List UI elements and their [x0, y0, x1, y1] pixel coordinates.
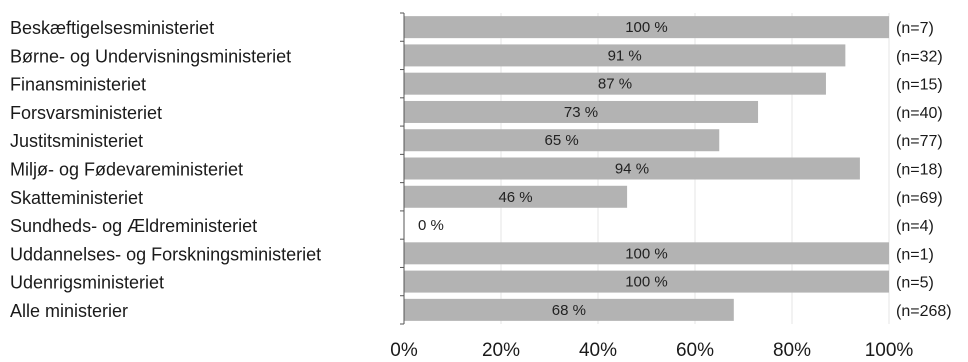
value-label: 65 %: [545, 132, 579, 149]
category-label: Forsvarsministeriet: [10, 103, 162, 123]
category-labels: Beskæftigelsesministeriet Børne- og Under…: [10, 18, 321, 321]
sample-size-label: (n=7): [896, 20, 934, 37]
category-label: Alle ministerier: [10, 301, 128, 321]
value-label: 73 %: [564, 104, 598, 121]
bars: [404, 16, 889, 321]
bar: [404, 242, 889, 265]
x-tick-label: 60%: [676, 340, 714, 361]
bar: [404, 270, 889, 293]
value-label: 100 %: [625, 274, 668, 291]
x-tick-label: 20%: [482, 340, 520, 361]
sample-size-label: (n=69): [896, 190, 943, 207]
bar: [404, 298, 734, 321]
x-tick-label: 100%: [865, 340, 914, 361]
bar: [404, 100, 759, 123]
sample-size-label: (n=77): [896, 133, 943, 150]
value-label: 87 %: [598, 76, 632, 93]
value-label: 100 %: [625, 19, 668, 36]
sample-size-labels: (n=7) (n=32) (n=15) (n=40) (n=77) (n=18) (n=69…: [896, 20, 952, 320]
bar: [404, 129, 720, 152]
bar: [404, 157, 860, 180]
category-label: Udenrigsministeriet: [10, 273, 164, 293]
value-label: 0 %: [418, 217, 444, 234]
x-axis-tick-labels: 0% 20% 40% 60% 80% 100%: [390, 340, 913, 361]
category-label: Sundheds- og Ældreministeriet: [10, 216, 257, 236]
sample-size-label: (n=18): [896, 162, 943, 179]
x-tick-label: 80%: [773, 340, 811, 361]
category-label: Finansministeriet: [10, 75, 146, 95]
category-label: Uddannelses- og Forskningsministeriet: [10, 244, 321, 264]
category-label: Børne- og Undervisningsministeriet: [10, 46, 291, 66]
category-label: Beskæftigelsesministeriet: [10, 18, 214, 38]
value-label: 94 %: [615, 161, 649, 178]
sample-size-label: (n=5): [896, 275, 934, 292]
sample-size-label: (n=4): [896, 218, 934, 235]
x-tick-label: 0%: [390, 340, 418, 361]
value-label: 46 %: [498, 189, 532, 206]
sample-size-label: (n=1): [896, 246, 934, 263]
sample-size-label: (n=32): [896, 48, 943, 65]
bar: [404, 185, 628, 208]
y-axis-line: [400, 12, 405, 325]
value-label: 100 %: [625, 245, 668, 262]
bar: [404, 44, 846, 67]
sample-size-label: (n=15): [896, 77, 943, 94]
category-label: Skatteministeriet: [10, 188, 143, 208]
value-label: 91 %: [608, 47, 642, 64]
sample-size-label: (n=268): [896, 303, 952, 320]
sample-size-label: (n=40): [896, 105, 943, 122]
bar: [404, 16, 889, 39]
value-label: 68 %: [552, 302, 586, 319]
value-labels: 100 % 91 % 87 %73 % 65 % 94 % 46 % 0 % 100 % 100…: [418, 19, 668, 319]
category-label: Miljø- og Fødevareministeriet: [10, 160, 243, 180]
bar: [404, 72, 826, 95]
category-label: Justitsministeriet: [10, 131, 143, 151]
x-tick-label: 40%: [579, 340, 617, 361]
